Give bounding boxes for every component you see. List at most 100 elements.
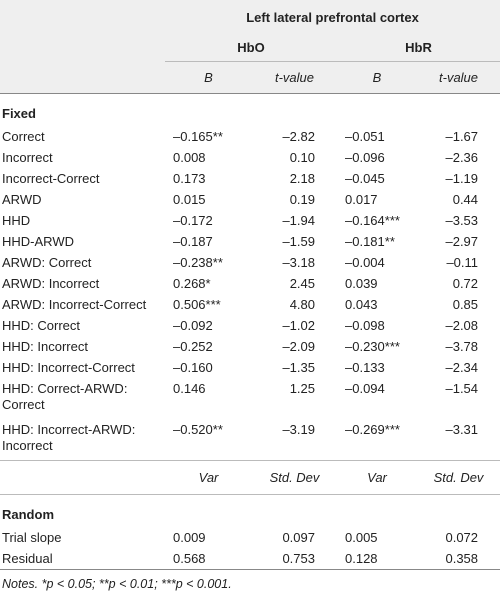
cell: 0.146 (173, 381, 206, 396)
spanner: Left lateral prefrontal cortex (246, 9, 419, 25)
data-row: HHD: Correct-ARWD: Correct 0.146 1.25 –0.09… (0, 378, 500, 419)
row-label: Trial slope (2, 529, 62, 545)
notes: Notes. *p < 0.05; **p < 0.01; ***p < 0.0… (2, 577, 232, 591)
cell: –0.096 (345, 150, 385, 165)
cell: 0.008 (173, 150, 206, 165)
data-row: HHD-ARWD –0.187 –1.59 –0.181** –2.97 (0, 231, 500, 252)
cell: 0.017 (345, 192, 378, 207)
cell: 0.128 (337, 548, 417, 570)
data-row: ARWD: Incorrect-Correct 0.506*** 4.80 0.043… (0, 294, 500, 315)
empty-cell (0, 61, 165, 94)
cell: –0.092 (173, 318, 213, 333)
row-label: HHD: Incorrect-ARWD: Incorrect (2, 422, 136, 453)
cell: –0.520** (173, 422, 223, 437)
data-row: HHD –0.172 –1.94 –0.164*** –3.53 (0, 210, 500, 231)
column-header: Std. Dev (252, 460, 337, 495)
cell: –1.59 (282, 234, 315, 249)
cell: 0.753 (252, 548, 337, 570)
cell: –0.238** (173, 255, 223, 270)
cell: –0.252 (173, 339, 213, 354)
row-label: ARWD: Incorrect-Correct (2, 296, 147, 312)
cell: –0.004 (345, 255, 385, 270)
cell: 0.44 (452, 192, 479, 207)
empty-cell (0, 34, 165, 62)
data-row: Incorrect 0.008 0.10 –0.096 –2.36 (0, 147, 500, 168)
cell: –0.269*** (345, 422, 400, 437)
cell: 0.015 (173, 192, 206, 207)
row-label: Incorrect-Correct (2, 170, 100, 186)
cell: –0.181** (345, 234, 395, 249)
data-row: ARWD: Correct –0.238** –3.18 –0.004 –0.11 (0, 252, 500, 273)
cell: –0.172 (173, 213, 213, 228)
cell: 0.043 (345, 297, 378, 312)
cell: –0.045 (345, 171, 385, 186)
cell: –1.54 (445, 381, 479, 396)
column-header: Std. Dev (417, 460, 500, 495)
row-label: HHD: Correct (2, 317, 81, 333)
cell: 0.85 (452, 297, 479, 312)
cell: –0.164*** (345, 213, 400, 228)
cell: –2.82 (282, 129, 315, 144)
cell: 0.72 (452, 276, 479, 291)
cell: –2.97 (445, 234, 479, 249)
cell: 0.358 (417, 548, 500, 570)
data-row: Incorrect-Correct 0.173 2.18 –0.045 –1.19 (0, 168, 500, 189)
cell: –0.187 (173, 234, 213, 249)
cell: –0.051 (345, 129, 385, 144)
row-label: ARWD: Incorrect (2, 275, 100, 291)
cell: 4.80 (289, 297, 315, 312)
data-row: HHD: Correct –0.092 –1.02 –0.098 –2.08 (0, 315, 500, 336)
column-header: t-value (417, 61, 500, 94)
cell: –0.098 (345, 318, 385, 333)
cell: 2.45 (289, 276, 315, 291)
cell: 0.097 (282, 530, 315, 545)
row-label: HHD: Incorrect (2, 338, 88, 354)
column-header: B (337, 61, 417, 94)
row-label: HHD: Incorrect-Correct (2, 359, 135, 375)
data-row: HHD: Incorrect-ARWD: Incorrect –0.520** –3… (0, 419, 500, 461)
row-label: Residual (0, 548, 165, 570)
cell: –3.53 (445, 213, 479, 228)
data-row: Residual 0.568 0.753 0.128 0.358 (0, 548, 500, 570)
cell: 0.268* (173, 276, 211, 291)
cell: –0.133 (345, 360, 385, 375)
cell: –3.78 (445, 339, 479, 354)
section-row: Random (0, 495, 500, 528)
cell: –2.08 (445, 318, 479, 333)
cell: –2.34 (445, 360, 479, 375)
cell: 0.19 (289, 192, 315, 207)
row-label: HHD-ARWD (2, 233, 74, 249)
cell: 1.25 (289, 381, 315, 396)
section-label: Random (2, 506, 54, 522)
random-column-row: Var Std. Dev Var Std. Dev (0, 460, 500, 495)
data-row: HHD: Incorrect –0.252 –2.09 –0.230*** –3.78 (0, 336, 500, 357)
section-row: Fixed (0, 94, 500, 127)
cell: –0.094 (345, 381, 385, 396)
cell: 0.173 (173, 171, 206, 186)
column-row: B t-value B t-value (0, 61, 500, 94)
cell: –3.31 (445, 422, 479, 437)
cell: –0.165** (173, 129, 223, 144)
row-label: Incorrect (2, 149, 53, 165)
row-label: Correct (2, 128, 45, 144)
cell: –0.230*** (345, 339, 400, 354)
empty-cell (0, 460, 165, 495)
cell: –2.36 (445, 150, 479, 165)
row-label: HHD: Correct-ARWD: Correct (2, 381, 128, 412)
section-label: Fixed (2, 105, 36, 121)
column-header: B (165, 61, 252, 94)
cell: –2.09 (282, 339, 315, 354)
column-header: t-value (252, 61, 337, 94)
cell: 0.072 (445, 530, 479, 545)
results-table: Left lateral prefrontal cortex HbO HbR B… (0, 0, 500, 570)
column-header: Var (337, 460, 417, 495)
cell: –1.02 (282, 318, 315, 333)
data-row: ARWD 0.015 0.19 0.017 0.44 (0, 189, 500, 210)
group-row: HbO HbR (0, 34, 500, 62)
row-label: ARWD (2, 191, 42, 207)
row-label: HHD (2, 212, 31, 228)
cell: 0.005 (345, 530, 378, 545)
cell: –1.19 (445, 171, 479, 186)
data-row: Correct –0.165** –2.82 –0.051 –1.67 (0, 126, 500, 147)
